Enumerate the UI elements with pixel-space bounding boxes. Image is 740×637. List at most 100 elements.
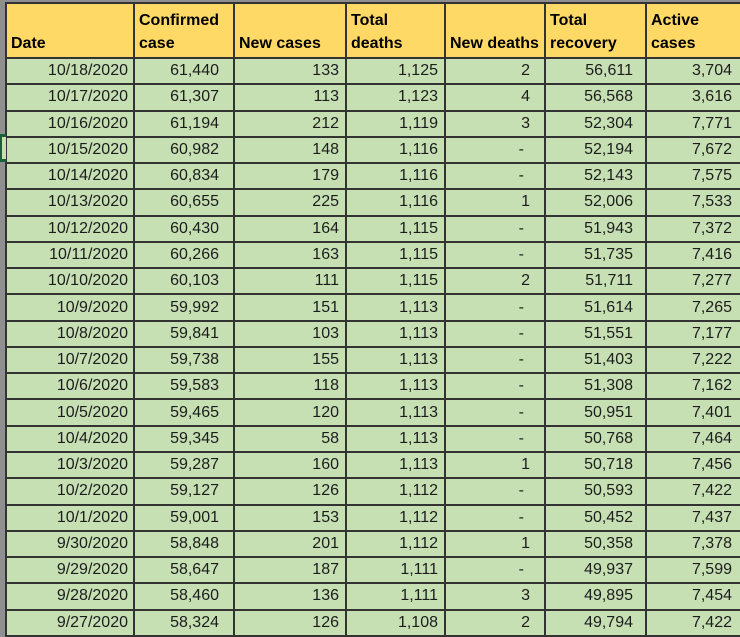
cell-total-recovery[interactable]: 51,308	[544, 372, 647, 401]
cell-active-cases[interactable]: 7,456	[645, 450, 740, 480]
cell-new-deaths[interactable]: -	[444, 293, 546, 322]
column-header-date[interactable]: Date	[5, 2, 135, 59]
cell-total-recovery[interactable]: 49,895	[544, 582, 647, 611]
cell-date[interactable]: 10/8/2020	[5, 319, 135, 348]
cell-confirmed-case[interactable]: 59,841	[133, 319, 235, 348]
cell-date[interactable]: 10/2/2020	[5, 477, 135, 506]
column-header-new-deaths[interactable]: New deaths	[444, 2, 546, 59]
cell-total-deaths[interactable]: 1,113	[345, 398, 446, 427]
cell-active-cases[interactable]: 7,422	[645, 477, 740, 506]
cell-date[interactable]: 10/1/2020	[5, 503, 135, 532]
cell-confirmed-case[interactable]: 60,103	[133, 267, 235, 296]
cell-total-deaths[interactable]: 1,116	[345, 188, 446, 217]
cell-total-deaths[interactable]: 1,111	[345, 582, 446, 611]
cell-date[interactable]: 10/13/2020	[5, 188, 135, 217]
cell-new-deaths[interactable]: -	[444, 556, 546, 585]
cell-new-cases[interactable]: 113	[233, 83, 347, 112]
cell-confirmed-case[interactable]: 59,127	[133, 477, 235, 506]
cell-confirmed-case[interactable]: 60,430	[133, 214, 235, 243]
column-header-active-cases[interactable]: Active cases	[645, 2, 740, 59]
cell-new-deaths[interactable]: -	[444, 345, 546, 375]
cell-new-deaths[interactable]: 1	[444, 529, 546, 559]
cell-new-deaths[interactable]: 2	[444, 267, 546, 296]
cell-date[interactable]: 10/5/2020	[5, 398, 135, 427]
cell-date[interactable]: 9/30/2020	[5, 529, 135, 559]
column-header-confirmed-case[interactable]: Confirmed case	[133, 2, 235, 59]
cell-total-deaths[interactable]: 1,119	[345, 109, 446, 138]
cell-total-deaths[interactable]: 1,115	[345, 214, 446, 243]
cell-confirmed-case[interactable]: 60,834	[133, 162, 235, 191]
cell-new-cases[interactable]: 212	[233, 109, 347, 138]
cell-total-deaths[interactable]: 1,113	[345, 450, 446, 480]
cell-active-cases[interactable]: 7,672	[645, 135, 740, 165]
cell-total-deaths[interactable]: 1,112	[345, 529, 446, 559]
cell-total-recovery[interactable]: 50,951	[544, 398, 647, 427]
cell-total-recovery[interactable]: 50,452	[544, 503, 647, 532]
cell-new-deaths[interactable]: 3	[444, 582, 546, 611]
cell-confirmed-case[interactable]: 59,738	[133, 345, 235, 375]
cell-total-recovery[interactable]: 50,718	[544, 450, 647, 480]
cell-date[interactable]: 10/4/2020	[5, 424, 135, 453]
cell-new-deaths[interactable]: -	[444, 398, 546, 427]
cell-total-recovery[interactable]: 51,403	[544, 345, 647, 375]
cell-confirmed-case[interactable]: 58,647	[133, 556, 235, 585]
cell-new-deaths[interactable]: -	[444, 372, 546, 401]
cell-new-cases[interactable]: 160	[233, 450, 347, 480]
cell-total-deaths[interactable]: 1,115	[345, 240, 446, 270]
cell-date[interactable]: 9/27/2020	[5, 608, 135, 637]
cell-confirmed-case[interactable]: 60,266	[133, 240, 235, 270]
cell-total-recovery[interactable]: 52,304	[544, 109, 647, 138]
cell-active-cases[interactable]: 7,533	[645, 188, 740, 217]
cell-active-cases[interactable]: 7,464	[645, 424, 740, 453]
cell-total-recovery[interactable]: 56,568	[544, 83, 647, 112]
cell-total-deaths[interactable]: 1,113	[345, 293, 446, 322]
cell-new-cases[interactable]: 155	[233, 345, 347, 375]
cell-date[interactable]: 10/11/2020	[5, 240, 135, 270]
cell-total-recovery[interactable]: 56,611	[544, 56, 647, 86]
cell-new-cases[interactable]: 148	[233, 135, 347, 165]
cell-date[interactable]: 10/18/2020	[5, 56, 135, 86]
cell-total-deaths[interactable]: 1,113	[345, 345, 446, 375]
cell-total-deaths[interactable]: 1,123	[345, 83, 446, 112]
cell-new-cases[interactable]: 201	[233, 529, 347, 559]
cell-active-cases[interactable]: 7,575	[645, 162, 740, 191]
cell-new-cases[interactable]: 111	[233, 267, 347, 296]
cell-total-recovery[interactable]: 49,794	[544, 608, 647, 637]
column-header-new-cases[interactable]: New cases	[233, 2, 347, 59]
cell-total-deaths[interactable]: 1,116	[345, 135, 446, 165]
cell-new-deaths[interactable]: 1	[444, 188, 546, 217]
cell-total-deaths[interactable]: 1,125	[345, 56, 446, 86]
cell-total-deaths[interactable]: 1,115	[345, 267, 446, 296]
cell-new-deaths[interactable]: -	[444, 477, 546, 506]
cell-active-cases[interactable]: 7,416	[645, 240, 740, 270]
cell-total-deaths[interactable]: 1,116	[345, 162, 446, 191]
cell-total-recovery[interactable]: 50,593	[544, 477, 647, 506]
cell-new-cases[interactable]: 179	[233, 162, 347, 191]
cell-active-cases[interactable]: 7,372	[645, 214, 740, 243]
cell-total-recovery[interactable]: 50,768	[544, 424, 647, 453]
cell-active-cases[interactable]: 7,454	[645, 582, 740, 611]
cell-total-recovery[interactable]: 51,614	[544, 293, 647, 322]
cell-confirmed-case[interactable]: 59,345	[133, 424, 235, 453]
cell-active-cases[interactable]: 3,616	[645, 83, 740, 112]
cell-total-recovery[interactable]: 51,735	[544, 240, 647, 270]
cell-active-cases[interactable]: 7,162	[645, 372, 740, 401]
cell-new-cases[interactable]: 136	[233, 582, 347, 611]
cell-new-cases[interactable]: 58	[233, 424, 347, 453]
cell-date[interactable]: 9/29/2020	[5, 556, 135, 585]
cell-new-deaths[interactable]: -	[444, 424, 546, 453]
cell-new-cases[interactable]: 126	[233, 477, 347, 506]
cell-new-deaths[interactable]: -	[444, 319, 546, 348]
cell-total-recovery[interactable]: 51,943	[544, 214, 647, 243]
cell-new-deaths[interactable]: 4	[444, 83, 546, 112]
cell-total-deaths[interactable]: 1,113	[345, 372, 446, 401]
cell-new-deaths[interactable]: 2	[444, 56, 546, 86]
cell-active-cases[interactable]: 7,277	[645, 267, 740, 296]
cell-new-cases[interactable]: 164	[233, 214, 347, 243]
cell-active-cases[interactable]: 7,401	[645, 398, 740, 427]
cell-new-deaths[interactable]: -	[444, 135, 546, 165]
cell-date[interactable]: 10/3/2020	[5, 450, 135, 480]
cell-confirmed-case[interactable]: 59,465	[133, 398, 235, 427]
cell-new-deaths[interactable]: -	[444, 162, 546, 191]
cell-total-deaths[interactable]: 1,113	[345, 319, 446, 348]
